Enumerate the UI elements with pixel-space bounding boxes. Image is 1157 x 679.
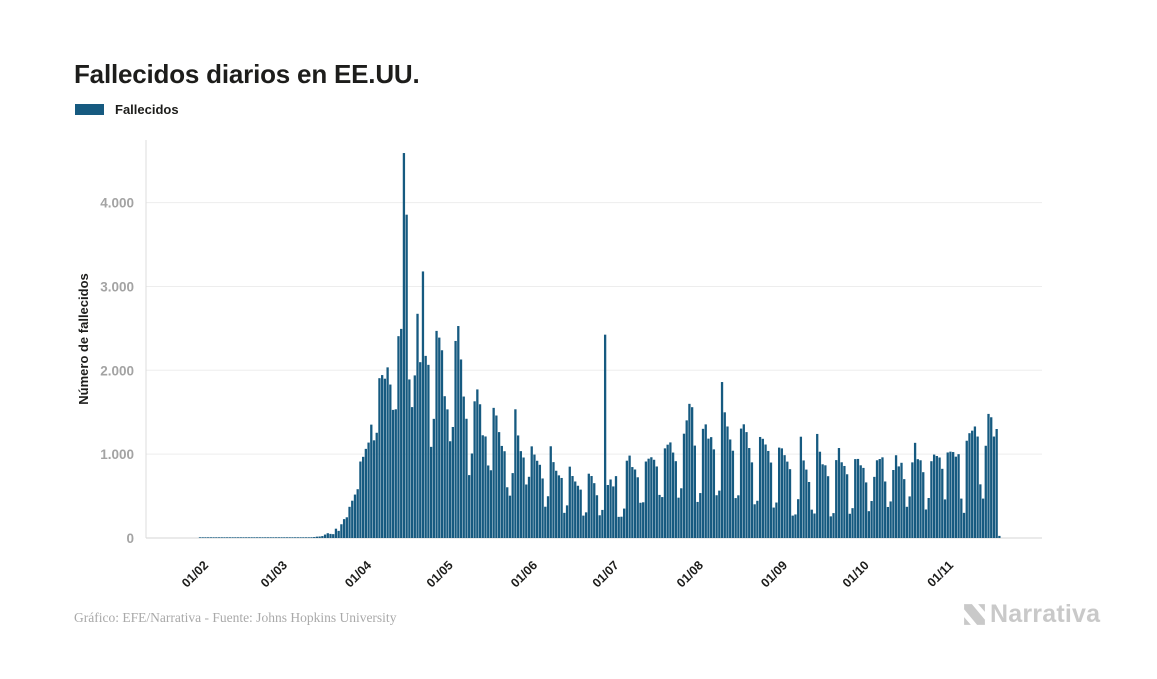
page-title: Fallecidos diarios en EE.UU.: [74, 59, 420, 90]
y-axis-ticks: 0 1.000 2.000 3.000 4.000: [100, 196, 134, 546]
chart-legend: Fallecidos: [75, 102, 179, 117]
narrativa-logo-text: Narrativa: [990, 600, 1101, 628]
svg-text:01/02: 01/02: [179, 558, 211, 590]
bars-series-fallecidos: [198, 153, 1001, 539]
legend-label: Fallecidos: [115, 102, 179, 117]
svg-text:1.000: 1.000: [100, 447, 134, 462]
svg-text:01/07: 01/07: [590, 558, 622, 590]
y-axis-title: Número de fallecidos: [76, 273, 91, 404]
svg-text:01/09: 01/09: [758, 558, 790, 590]
narrativa-logo-icon: [964, 604, 985, 625]
svg-text:01/08: 01/08: [674, 558, 706, 590]
gridlines: [145, 140, 1042, 539]
svg-text:3.000: 3.000: [100, 279, 134, 294]
svg-text:01/10: 01/10: [840, 558, 872, 590]
svg-text:01/04: 01/04: [342, 558, 374, 590]
svg-text:4.000: 4.000: [100, 196, 134, 211]
svg-text:2.000: 2.000: [100, 363, 134, 378]
svg-text:01/11: 01/11: [925, 558, 957, 590]
legend-swatch: [75, 104, 104, 115]
svg-text:01/06: 01/06: [508, 558, 540, 590]
svg-text:01/05: 01/05: [424, 558, 456, 590]
chart-credit: Gráfico: EFE/Narrativa - Fuente: Johns H…: [74, 610, 397, 625]
svg-text:01/03: 01/03: [258, 558, 290, 590]
svg-text:0: 0: [126, 531, 134, 546]
narrativa-logo: Narrativa: [962, 600, 1100, 629]
x-axis-ticks: 01/02 01/03 01/04 01/05 01/06 01/07 01/08 01/09…: [179, 558, 956, 590]
